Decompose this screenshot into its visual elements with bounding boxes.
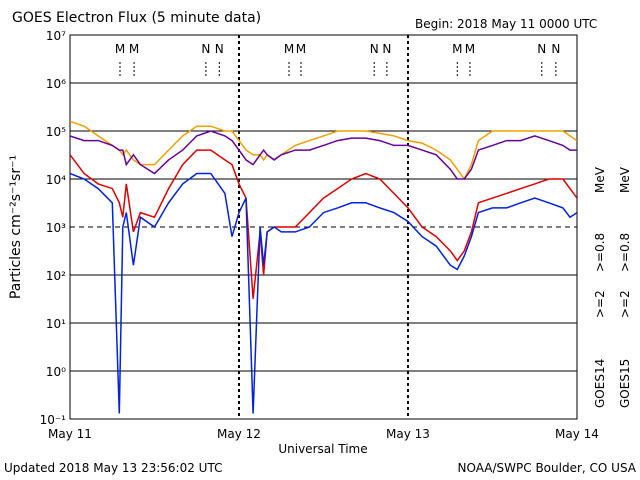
annotation: M xyxy=(465,42,475,56)
annotation: M xyxy=(284,42,294,56)
annotation: N xyxy=(201,42,210,56)
series-line xyxy=(70,149,577,299)
legend-group-label: GOES14 xyxy=(593,359,607,408)
legend-label: >=2 xyxy=(618,290,632,318)
legend-unit: MeV xyxy=(618,166,632,193)
y-tick-label: 10⁴ xyxy=(46,173,66,187)
y-tick-label: 10⁵ xyxy=(46,125,66,139)
x-axis-label: Universal Time xyxy=(278,442,367,456)
legend-label: >=0.8 xyxy=(593,233,607,272)
x-tick-label: May 14 xyxy=(555,427,599,441)
annotation: N xyxy=(370,42,379,56)
y-tick-label: 10⁰ xyxy=(46,365,66,379)
annotation: N xyxy=(537,42,546,56)
series-line xyxy=(70,120,577,181)
legend-unit: MeV xyxy=(593,166,607,193)
y-tick-label: 10⁷ xyxy=(46,29,66,43)
annotation: N xyxy=(551,42,560,56)
annotation: M xyxy=(296,42,306,56)
legend-group-label: GOES15 xyxy=(618,359,632,408)
series-line xyxy=(70,172,577,414)
y-tick-label: 10⁶ xyxy=(46,77,66,91)
y-axis-label: Particles cm⁻²s⁻¹sr⁻¹ xyxy=(8,155,24,299)
begin-label: Begin: 2018 May 11 0000 UTC xyxy=(415,17,597,31)
y-tick-label: 10² xyxy=(46,269,66,283)
annotation: M xyxy=(115,42,125,56)
y-tick-label: 10³ xyxy=(46,221,66,235)
annotation: M xyxy=(452,42,462,56)
annotation: M xyxy=(129,42,139,56)
source-label: NOAA/SWPC Boulder, CO USA xyxy=(458,461,637,475)
series-group xyxy=(70,120,577,414)
x-tick-label: May 12 xyxy=(217,427,261,441)
updated-label: Updated 2018 May 13 23:56:02 UTC xyxy=(4,461,222,475)
legend-label: >=0.8 xyxy=(618,233,632,272)
series-line xyxy=(70,130,577,180)
legend-label: >=2 xyxy=(593,290,607,318)
x-tick-label: May 11 xyxy=(48,427,92,441)
chart-title: GOES Electron Flux (5 minute data) xyxy=(12,10,261,26)
y-tick-label: 10⁻¹ xyxy=(40,413,67,427)
x-tick-label: May 13 xyxy=(386,427,430,441)
y-tick-label: 10¹ xyxy=(46,317,66,331)
annotation: N xyxy=(382,42,391,56)
annotation: N xyxy=(215,42,224,56)
